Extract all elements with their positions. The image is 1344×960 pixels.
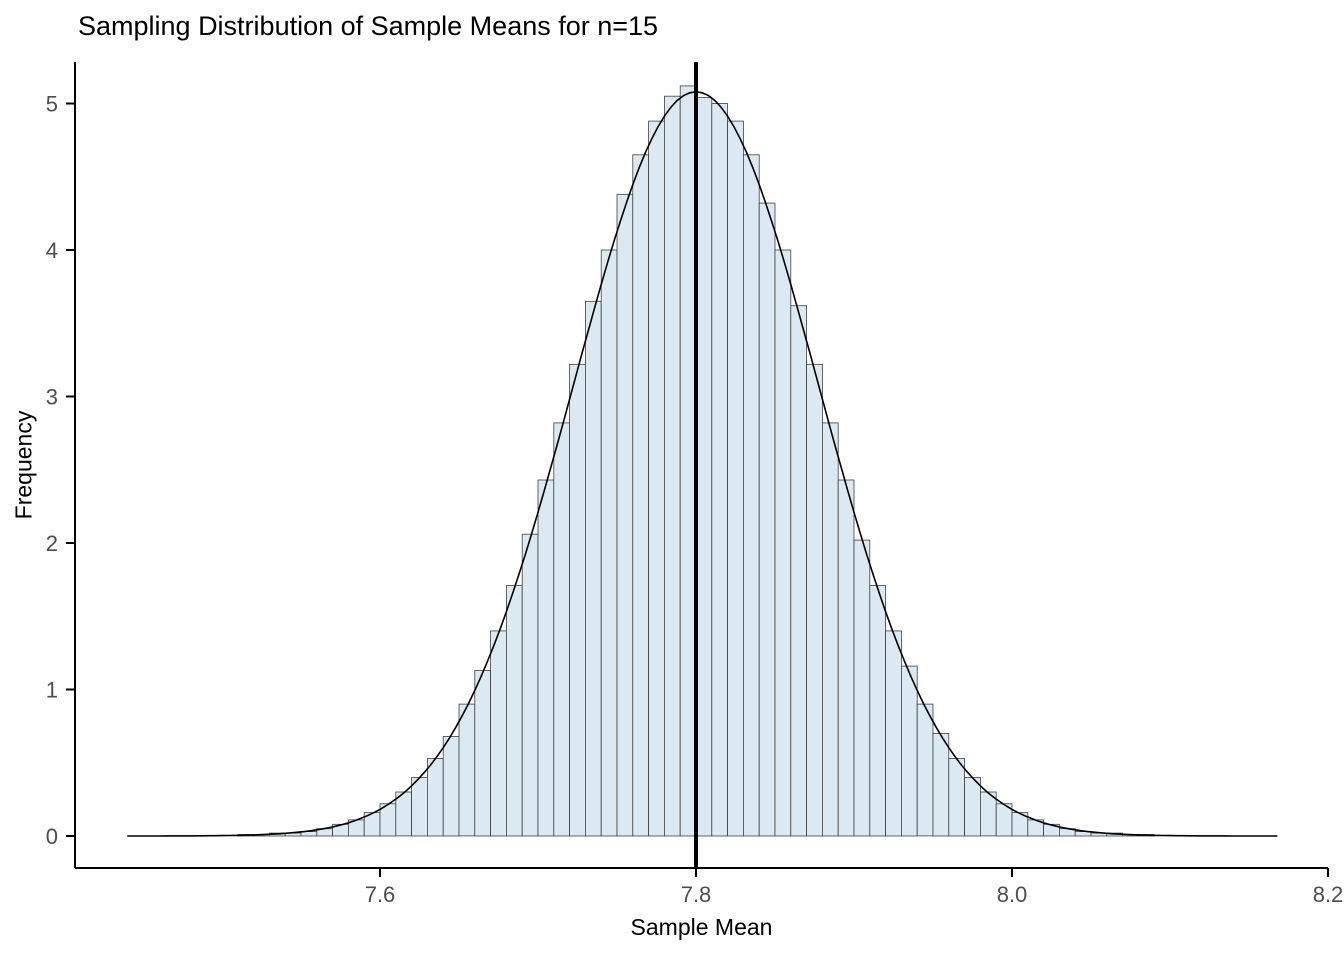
histogram-bar bbox=[458, 703, 476, 837]
histogram-bar bbox=[585, 300, 602, 837]
y-tick-label: 3 bbox=[46, 385, 58, 410]
histogram-bar bbox=[774, 249, 792, 837]
histogram-bar bbox=[426, 758, 444, 837]
histogram-bar bbox=[980, 791, 997, 837]
histogram-bar bbox=[869, 585, 886, 837]
y-tick-label: 4 bbox=[46, 238, 58, 263]
histogram-bar bbox=[695, 97, 713, 837]
chart-title: Sampling Distribution of Sample Means fo… bbox=[78, 11, 659, 41]
histogram-bar bbox=[806, 363, 823, 837]
histogram-bar bbox=[948, 758, 965, 837]
x-axis-label: Sample Mean bbox=[630, 914, 773, 940]
histogram-bar bbox=[521, 533, 539, 837]
x-tick-label: 7.8 bbox=[681, 882, 712, 907]
histogram-bar bbox=[711, 103, 728, 837]
y-tick-label: 0 bbox=[46, 824, 58, 849]
histogram-bar bbox=[395, 791, 412, 837]
histogram-bar bbox=[553, 422, 570, 837]
histogram-bar bbox=[837, 479, 855, 837]
histogram-bar bbox=[490, 630, 507, 837]
density-curve bbox=[127, 90, 1278, 837]
histogram-bar bbox=[964, 777, 981, 837]
y-tick-label: 5 bbox=[46, 92, 58, 117]
histogram-bar bbox=[632, 154, 649, 837]
histogram-bar bbox=[916, 703, 934, 837]
histogram-bar bbox=[901, 665, 918, 837]
y-tick-label: 2 bbox=[46, 531, 58, 556]
histogram-bar bbox=[664, 95, 681, 837]
histogram-bar bbox=[790, 305, 807, 837]
histogram-bar bbox=[600, 249, 618, 837]
x-tick-label: 7.6 bbox=[365, 882, 396, 907]
histogram-bar bbox=[727, 120, 744, 837]
histogram-bar bbox=[853, 539, 871, 837]
x-tick-label: 8.2 bbox=[1313, 882, 1344, 907]
histogram-bar bbox=[648, 120, 665, 837]
histogram-bar bbox=[743, 154, 760, 837]
histogram-bar bbox=[932, 733, 950, 837]
histogram-bar bbox=[474, 670, 491, 837]
x-tick-label: 8.0 bbox=[997, 882, 1028, 907]
histogram-bar bbox=[537, 479, 555, 837]
histogram-bar bbox=[411, 777, 428, 837]
histogram-bar bbox=[569, 363, 586, 837]
histogram-bar bbox=[505, 585, 523, 837]
histogram-bar bbox=[616, 193, 634, 837]
histogram-bar bbox=[442, 736, 460, 837]
y-axis-label: Frequency bbox=[10, 410, 37, 520]
histogram-bar bbox=[679, 85, 697, 837]
histogram-bar bbox=[822, 422, 839, 837]
y-tick-label: 1 bbox=[46, 678, 58, 703]
histogram-bar bbox=[885, 630, 902, 837]
histogram-bar bbox=[758, 202, 776, 837]
